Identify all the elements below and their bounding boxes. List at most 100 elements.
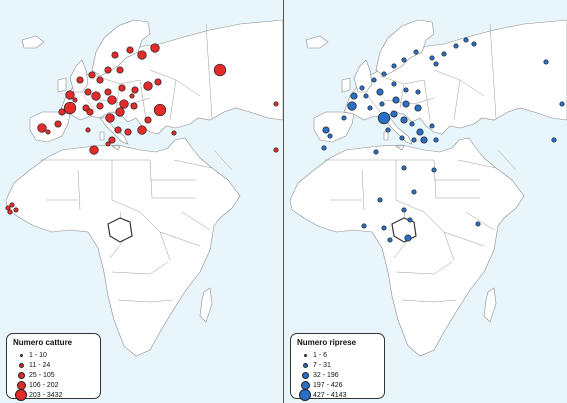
capture-marker bbox=[104, 66, 112, 74]
recovery-marker bbox=[379, 101, 385, 107]
legend-label: 11 - 24 bbox=[29, 361, 51, 369]
recovery-marker bbox=[433, 137, 439, 143]
recovery-marker bbox=[415, 89, 421, 95]
legend-catture: Numero catture 1 - 10 11 - 24 25 - 105 1… bbox=[6, 333, 101, 401]
legend-title: Numero riprese bbox=[297, 338, 357, 347]
recovery-marker bbox=[350, 92, 358, 100]
country-border bbox=[117, 299, 173, 303]
recovery-marker bbox=[433, 61, 439, 67]
capture-marker bbox=[63, 101, 77, 115]
capture-marker bbox=[5, 205, 11, 211]
country-border bbox=[457, 159, 497, 169]
capture-marker bbox=[85, 127, 91, 133]
legend-title: Numero catture bbox=[13, 338, 73, 347]
land-area bbox=[395, 145, 405, 151]
capture-marker bbox=[126, 46, 134, 54]
legend-symbol bbox=[19, 353, 23, 357]
capture-marker bbox=[115, 107, 125, 117]
legend-label: 1 - 10 bbox=[29, 351, 47, 359]
legend-label: 7 - 31 bbox=[313, 361, 331, 369]
capture-marker bbox=[150, 43, 160, 53]
country-border bbox=[40, 159, 141, 213]
capture-marker bbox=[116, 66, 124, 74]
capture-marker bbox=[137, 125, 147, 135]
capture-marker bbox=[154, 78, 162, 86]
recovery-marker bbox=[381, 225, 387, 231]
recovery-marker bbox=[463, 37, 469, 43]
capture-marker bbox=[96, 102, 104, 110]
land-area bbox=[199, 287, 213, 323]
recovery-marker bbox=[471, 41, 477, 47]
recovery-marker bbox=[411, 189, 417, 195]
legend-row: 203 - 3432 bbox=[13, 389, 94, 401]
legend-row: 427 - 4143 bbox=[297, 389, 378, 401]
capture-marker bbox=[89, 145, 99, 155]
capture-marker bbox=[65, 90, 75, 100]
recovery-marker bbox=[321, 145, 327, 151]
highlighted-country bbox=[107, 217, 133, 243]
capture-marker bbox=[171, 130, 177, 136]
land-area bbox=[21, 35, 45, 49]
capture-marker bbox=[7, 209, 13, 215]
recovery-marker bbox=[429, 123, 435, 129]
country-border bbox=[489, 23, 497, 119]
capture-marker bbox=[118, 84, 126, 92]
country-border bbox=[111, 261, 169, 275]
legend-label: 1 - 6 bbox=[313, 351, 328, 359]
capture-marker bbox=[111, 51, 119, 59]
country-border bbox=[367, 95, 381, 113]
legend-symbol bbox=[15, 389, 27, 401]
capture-marker bbox=[130, 102, 138, 110]
country-border bbox=[395, 261, 453, 275]
legend-label: 203 - 3432 bbox=[29, 391, 63, 399]
recovery-marker bbox=[387, 237, 393, 243]
capture-marker bbox=[54, 120, 62, 128]
recovery-marker bbox=[401, 57, 407, 63]
recovery-marker bbox=[373, 149, 379, 155]
country-border bbox=[77, 169, 81, 211]
capture-marker bbox=[143, 81, 153, 91]
capture-marker bbox=[124, 128, 132, 136]
legend-label: 32 - 196 bbox=[313, 371, 339, 379]
catture-map bbox=[5, 19, 283, 357]
legend-label: 197 - 426 bbox=[313, 381, 343, 389]
legend-symbol bbox=[17, 371, 25, 379]
country-border bbox=[396, 159, 437, 199]
recovery-marker bbox=[392, 96, 400, 104]
recovery-marker bbox=[414, 104, 422, 112]
recovery-marker bbox=[416, 128, 424, 136]
country-border bbox=[83, 95, 97, 113]
legend-symbol bbox=[302, 362, 308, 368]
land-area bbox=[313, 111, 355, 143]
recovery-marker bbox=[453, 43, 459, 49]
capture-marker bbox=[105, 113, 115, 123]
recovery-marker bbox=[559, 101, 565, 107]
capture-marker bbox=[273, 147, 279, 153]
recovery-marker bbox=[363, 93, 369, 99]
recovery-marker bbox=[475, 221, 481, 227]
legend-symbol bbox=[301, 371, 309, 379]
country-border bbox=[173, 159, 213, 169]
land-area bbox=[99, 131, 105, 141]
country-border bbox=[112, 159, 153, 199]
country-border bbox=[401, 299, 457, 303]
recovery-marker bbox=[429, 55, 435, 61]
capture-marker bbox=[119, 99, 129, 109]
recovery-marker bbox=[347, 101, 357, 111]
capture-marker bbox=[76, 76, 84, 84]
country-border bbox=[465, 211, 495, 231]
country-border bbox=[453, 79, 461, 121]
recovery-marker bbox=[361, 223, 367, 229]
legend-riprese: Numero riprese 1 - 6 7 - 31 32 - 196 197… bbox=[290, 333, 385, 401]
legend-symbol bbox=[299, 389, 311, 401]
capture-marker bbox=[105, 141, 111, 147]
recovery-marker bbox=[391, 63, 397, 69]
capture-marker bbox=[13, 207, 19, 213]
recovery-marker bbox=[409, 121, 415, 127]
capture-marker bbox=[144, 116, 152, 124]
land-area bbox=[383, 117, 413, 145]
country-border bbox=[213, 149, 233, 171]
land-area bbox=[57, 77, 67, 93]
recovery-marker bbox=[367, 105, 373, 111]
capture-marker bbox=[273, 101, 279, 107]
